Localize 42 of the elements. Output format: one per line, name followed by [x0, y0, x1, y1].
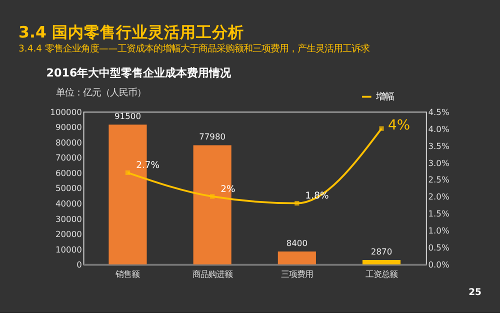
y-axis-title: 单位：亿元（人民币） [56, 87, 146, 98]
data-label: 4% [388, 117, 410, 134]
y-tick-label: 80000 [55, 137, 82, 148]
text: 2016年大中型零售企业成本费用情况 [46, 66, 232, 80]
y-tick-label: 50000 [55, 183, 82, 194]
point [210, 194, 215, 199]
y2-tick-label: 2.5% [428, 174, 450, 185]
legend-label: 增幅 [374, 92, 394, 103]
y-tick-label: 40000 [55, 198, 82, 208]
y2-tick-label: 2.0% [428, 192, 450, 202]
y2-tick-label: 1.5% [428, 208, 450, 219]
text: 25 [468, 286, 482, 298]
y2-tick-label: 3.0% [428, 158, 450, 168]
y2-tick-label: 0.0% [428, 260, 450, 270]
chart-title: 3.4 国内零售行业灵活用工分析 [18, 22, 244, 42]
point [294, 200, 300, 206]
y-tick-label: 30000 [55, 214, 82, 224]
y-tick-label: 90000 [55, 122, 82, 132]
y2-tick-label: 4.5% [428, 106, 450, 117]
y-tick-label: 100000 [50, 106, 82, 117]
x-tick-label: 三项费用 [280, 268, 313, 279]
data-label: 2870 [370, 246, 392, 256]
y-tick-label: 0 [76, 260, 82, 270]
x-tick-label: 工资总额 [366, 268, 398, 279]
y-tick-label: 10000 [55, 244, 82, 254]
data-label: 8400 [286, 238, 308, 248]
x-tick-label: 商品购进额 [192, 268, 232, 279]
y2-tick-label: 3.5% [428, 140, 450, 151]
y2-tick-label: 0.5% [428, 242, 450, 253]
y-tick-label: 60000 [55, 168, 82, 178]
chart-subtitle: 3.4.4 零售企业角度——工资成本的增幅大于商品采购额和三项费用，产生灵活用工诉求 [18, 43, 370, 54]
y-tick-label: 70000 [55, 152, 82, 163]
point [379, 126, 384, 131]
data-label: 77980 [199, 132, 226, 142]
point [125, 170, 130, 176]
y-tick-label: 20000 [55, 229, 82, 240]
x-tick-label: 销售额 [114, 268, 140, 279]
bar [362, 260, 401, 264]
y2-tick-label: 1.0% [428, 226, 450, 236]
y2-tick-label: 4.0% [428, 124, 450, 134]
data-label: 91500 [114, 111, 141, 122]
bar [278, 252, 316, 264]
